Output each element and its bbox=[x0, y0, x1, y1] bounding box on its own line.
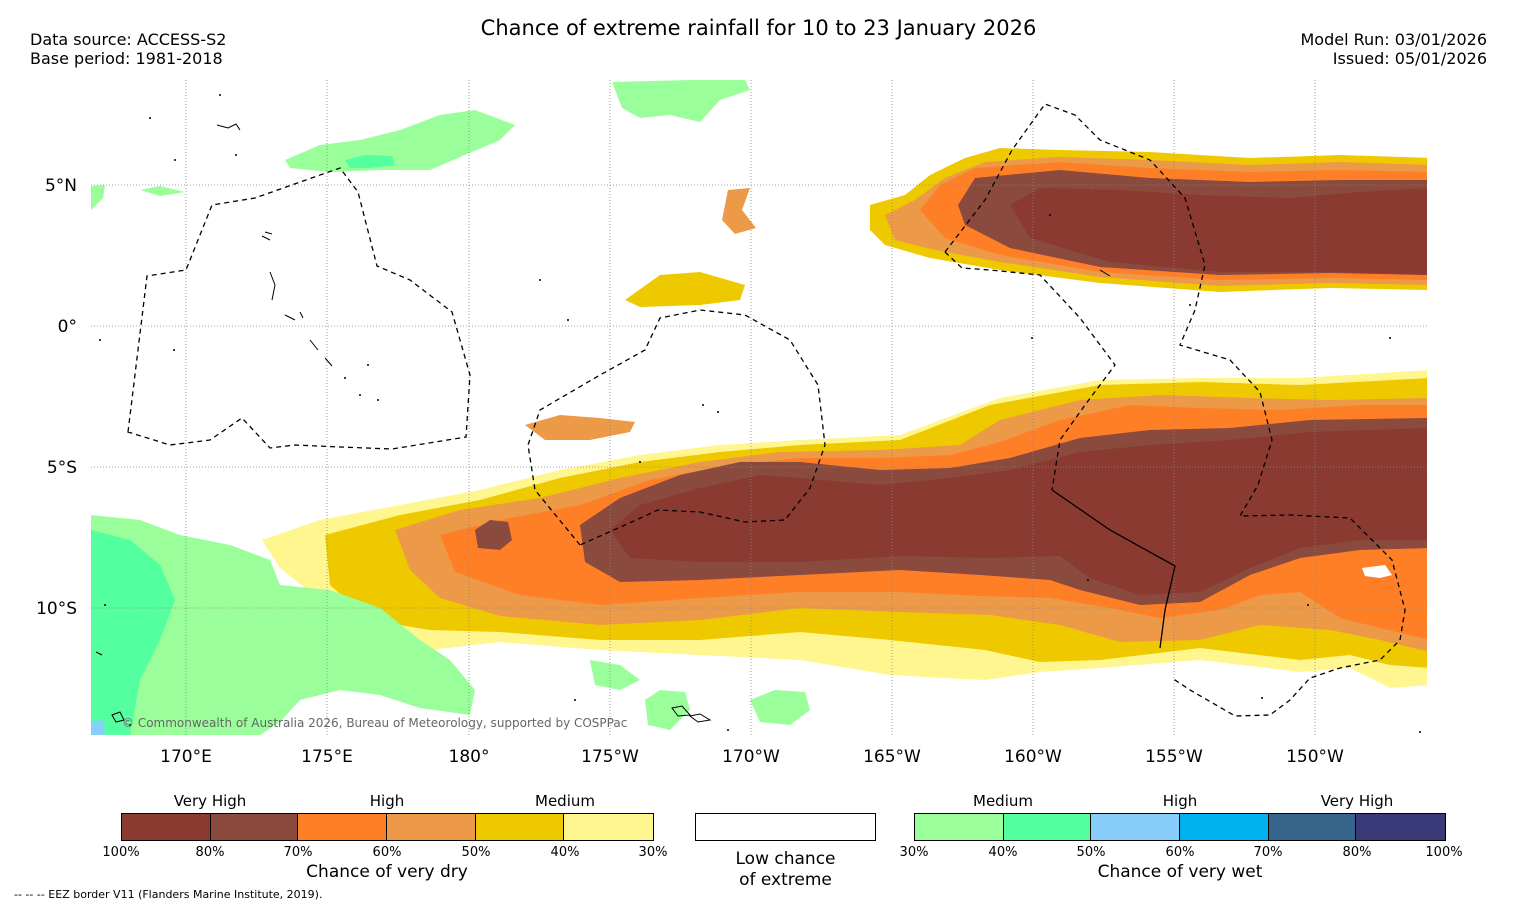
dry-patch-small-1 bbox=[625, 272, 745, 307]
dry-tick: 30% bbox=[638, 845, 668, 860]
wet-area-north-3 bbox=[140, 186, 185, 196]
wet-category-medium: Medium bbox=[973, 792, 1033, 810]
dry-tick: 60% bbox=[372, 845, 402, 860]
lat-label-5s: 5°S bbox=[47, 458, 77, 478]
wet-area-southwest-inner bbox=[91, 530, 175, 735]
blank-inside-south-band bbox=[1362, 565, 1392, 578]
wet-swatch-40-50 bbox=[1003, 814, 1092, 840]
wet-area-southwest bbox=[91, 515, 475, 735]
dry-legend-title: Chance of very dry bbox=[306, 862, 468, 882]
low-chance-label: Low chance of extreme bbox=[695, 849, 876, 891]
island-dots bbox=[99, 94, 1421, 733]
lat-label-10s: 10°S bbox=[36, 599, 77, 619]
lon-label-155w: 155°W bbox=[1145, 747, 1203, 767]
dry-swatch-70-60 bbox=[298, 814, 388, 840]
probability-fields bbox=[91, 80, 1427, 735]
lon-label-180: 180° bbox=[449, 747, 490, 767]
dry-band-south-80 bbox=[610, 428, 1427, 595]
wet-area-north-1 bbox=[285, 110, 515, 172]
map-title: Chance of extreme rainfall for 10 to 23 … bbox=[480, 16, 1037, 40]
dry-swatch-100-80 bbox=[122, 814, 211, 840]
dry-swatch-50-40 bbox=[475, 814, 565, 840]
wet-tick: 100% bbox=[1425, 845, 1463, 860]
lon-label-175w: 175°W bbox=[581, 747, 639, 767]
dry-band-north-80 bbox=[1010, 188, 1427, 275]
dry-tick: 80% bbox=[195, 845, 225, 860]
wet-tick: 40% bbox=[988, 845, 1018, 860]
wet-area-north-2 bbox=[612, 80, 750, 122]
low-chance-line-1: Low chance bbox=[735, 849, 836, 869]
dry-patch-small-3 bbox=[475, 520, 512, 550]
lat-label-5n: 5°N bbox=[45, 176, 77, 196]
wet-area-southwest-blue bbox=[91, 720, 105, 735]
wet-area-south-1 bbox=[590, 660, 640, 690]
dry-tick: 40% bbox=[550, 845, 580, 860]
lon-label-170e: 170°E bbox=[160, 747, 212, 767]
wet-area-north-1-inner bbox=[345, 155, 395, 168]
copyright-notice: © Commonwealth of Australia 2026, Bureau… bbox=[122, 716, 628, 730]
lon-label-160w: 160°W bbox=[1004, 747, 1062, 767]
dry-tick: 70% bbox=[283, 845, 313, 860]
model-run: Model Run: 03/01/2026 bbox=[1300, 30, 1488, 49]
dry-tick: 100% bbox=[102, 845, 140, 860]
rainfall-map: 5°N 0° 5°S 10°S 170°E 175°E 180° 175°W 1… bbox=[36, 80, 1427, 767]
low-chance-swatch bbox=[695, 813, 876, 841]
wet-swatch-50-60 bbox=[1091, 814, 1181, 840]
wet-category-high: High bbox=[1162, 792, 1198, 810]
lat-label-0: 0° bbox=[58, 317, 77, 337]
wet-tick: 50% bbox=[1076, 845, 1106, 860]
eez-footnote: -- -- -- EEZ border V11 (Flanders Marine… bbox=[14, 888, 323, 901]
wet-colorbar bbox=[914, 813, 1446, 841]
dry-colorbar bbox=[121, 813, 654, 841]
wet-legend-title: Chance of very wet bbox=[1097, 862, 1263, 882]
low-chance-line-2: of extreme bbox=[739, 870, 832, 890]
wet-swatch-30-40 bbox=[915, 814, 1004, 840]
base-period: Base period: 1981-2018 bbox=[30, 49, 223, 68]
dry-swatch-40-30 bbox=[564, 814, 654, 840]
wet-swatch-80-100 bbox=[1356, 814, 1446, 840]
dry-patch-small-2 bbox=[722, 188, 756, 234]
gridlines bbox=[91, 80, 1427, 735]
dry-swatch-80-70 bbox=[210, 814, 299, 840]
wet-area-south-2 bbox=[645, 690, 690, 730]
maritime-boundary-solid bbox=[1051, 489, 1176, 649]
lon-label-175e: 175°E bbox=[301, 747, 353, 767]
dry-swatch-60-50 bbox=[387, 814, 476, 840]
wet-tick: 60% bbox=[1165, 845, 1195, 860]
data-source: Data source: ACCESS-S2 bbox=[30, 30, 227, 49]
run-info: Model Run: 03/01/2026 Issued: 05/01/2026 bbox=[1301, 30, 1488, 68]
dry-category-high: High bbox=[369, 792, 405, 810]
wet-category-very-high: Very High bbox=[1320, 792, 1394, 810]
wet-area-south-3 bbox=[750, 690, 810, 725]
wet-swatch-70-80 bbox=[1268, 814, 1357, 840]
wet-tick: 70% bbox=[1253, 845, 1283, 860]
dry-category-medium: Medium bbox=[535, 792, 595, 810]
wet-tick: 30% bbox=[899, 845, 929, 860]
wet-area-north-4 bbox=[91, 185, 105, 210]
wet-swatch-60-70 bbox=[1180, 814, 1269, 840]
wet-tick: 80% bbox=[1342, 845, 1372, 860]
dry-tick: 50% bbox=[461, 845, 491, 860]
eez-borders bbox=[127, 103, 1406, 717]
dry-category-very-high: Very High bbox=[173, 792, 247, 810]
data-info: Data source: ACCESS-S2 Base period: 1981… bbox=[30, 30, 226, 68]
dry-patch-small-4 bbox=[525, 415, 635, 440]
lon-label-170w: 170°W bbox=[722, 747, 780, 767]
issued-date: Issued: 05/01/2026 bbox=[1332, 49, 1487, 68]
lon-label-150w: 150°W bbox=[1286, 747, 1344, 767]
islands bbox=[95, 123, 1111, 723]
lon-label-165w: 165°W bbox=[863, 747, 921, 767]
